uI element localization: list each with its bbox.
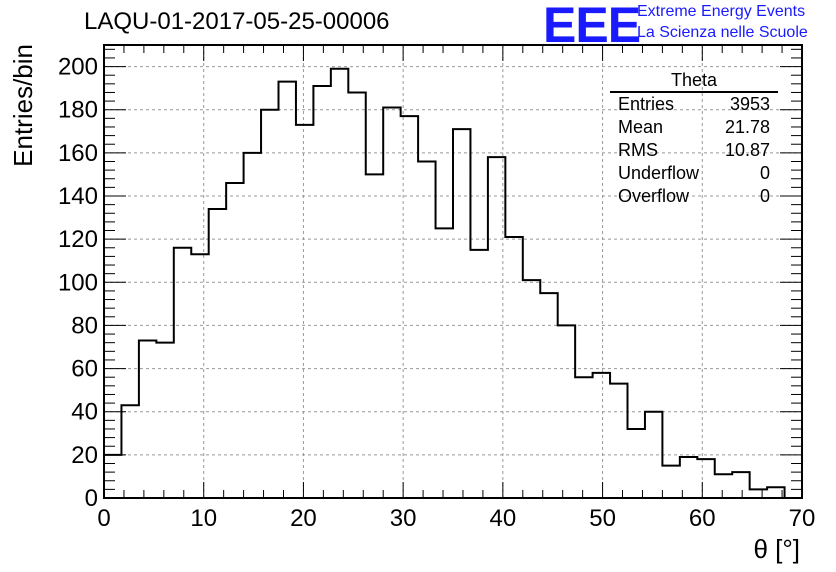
stats-row-underflow: Underflow 0 [610, 162, 778, 185]
y-tick-label: 140 [58, 183, 98, 210]
y-tick-label: 100 [58, 269, 98, 296]
logo-text-line1: Extreme Energy Events [637, 3, 806, 20]
x-axis-label: θ [°] [753, 534, 800, 564]
x-tick-label: 20 [290, 505, 317, 532]
stats-value: 10.87 [724, 140, 770, 160]
stats-row-entries: Entries 3953 [610, 93, 778, 116]
y-tick-label: 200 [58, 54, 98, 81]
eee-logo: EEE [543, 0, 641, 53]
y-axis-label: Entries/bin [8, 44, 38, 167]
stats-value: 0 [759, 163, 770, 183]
y-tick-label: 20 [71, 442, 98, 469]
stats-row-mean: Mean 21.78 [610, 116, 778, 139]
x-tick-label: 40 [490, 505, 517, 532]
stats-value: 0 [759, 186, 770, 206]
y-tick-label: 60 [71, 356, 98, 383]
y-tick-label: 0 [85, 485, 98, 512]
stats-value: 3953 [729, 94, 770, 114]
x-tick-label: 50 [589, 505, 616, 532]
y-tick-label: 40 [71, 399, 98, 426]
stats-box: Theta Entries 3953 Mean 21.78 RMS 10.87 … [610, 70, 778, 208]
stats-value: 21.78 [724, 117, 770, 137]
stats-title: Theta [610, 70, 778, 93]
x-tick-label: 10 [190, 505, 217, 532]
tick-labels: 0 10 20 30 40 50 60 70 0 20 40 60 80 100 120 140 160 180 2… [58, 54, 815, 532]
x-tick-label: 70 [789, 505, 816, 532]
logo-text-line2: La Scienza nelle Scuole [637, 24, 808, 41]
x-tick-label: 30 [390, 505, 417, 532]
y-tick-label: 160 [58, 140, 98, 167]
x-tick-label: 60 [689, 505, 716, 532]
x-tick-label: 0 [97, 505, 110, 532]
stats-label: Mean [618, 117, 664, 137]
y-tick-label: 180 [58, 97, 98, 124]
stats-label: Underflow [618, 163, 700, 183]
plot-frame [103, 44, 803, 499]
y-tick-label: 80 [71, 312, 98, 339]
chart-title: LAQU-01-2017-05-25-00006 [84, 8, 390, 35]
stats-label: RMS [618, 140, 658, 160]
y-tick-label: 120 [58, 226, 98, 253]
histogram-line [103, 67, 802, 499]
stats-label: Entries [618, 94, 675, 114]
stats-label: Overflow [618, 186, 690, 206]
stats-row-rms: RMS 10.87 [610, 139, 778, 162]
stats-row-overflow: Overflow 0 [610, 185, 778, 208]
